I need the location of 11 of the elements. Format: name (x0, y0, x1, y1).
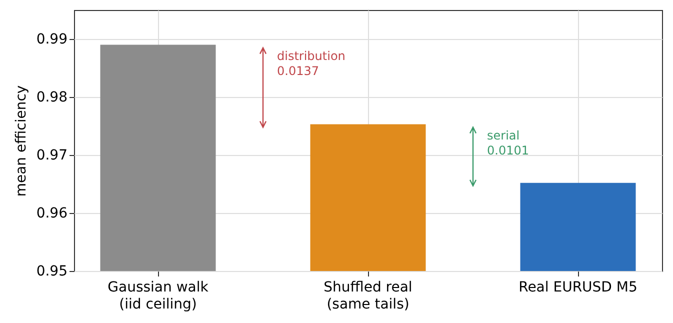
y-tick-label: 0.99 (36, 32, 68, 48)
y-tick-label: 0.95 (36, 264, 68, 280)
y-tick-label: 0.97 (36, 148, 68, 164)
x-tick-label: Gaussian walk (iid ceiling) (108, 280, 210, 312)
y-tick-label: 0.96 (36, 206, 68, 222)
x-tick-label: Real EURUSD M5 (518, 280, 638, 296)
annotation: serial 0.0101 (487, 128, 529, 158)
x-tick-label: Shuffled real (same tails) (324, 280, 412, 312)
y-tick-label: 0.98 (36, 90, 68, 106)
annotation: distribution 0.0137 (277, 48, 346, 78)
y-axis-title: mean efficiency (13, 85, 30, 197)
